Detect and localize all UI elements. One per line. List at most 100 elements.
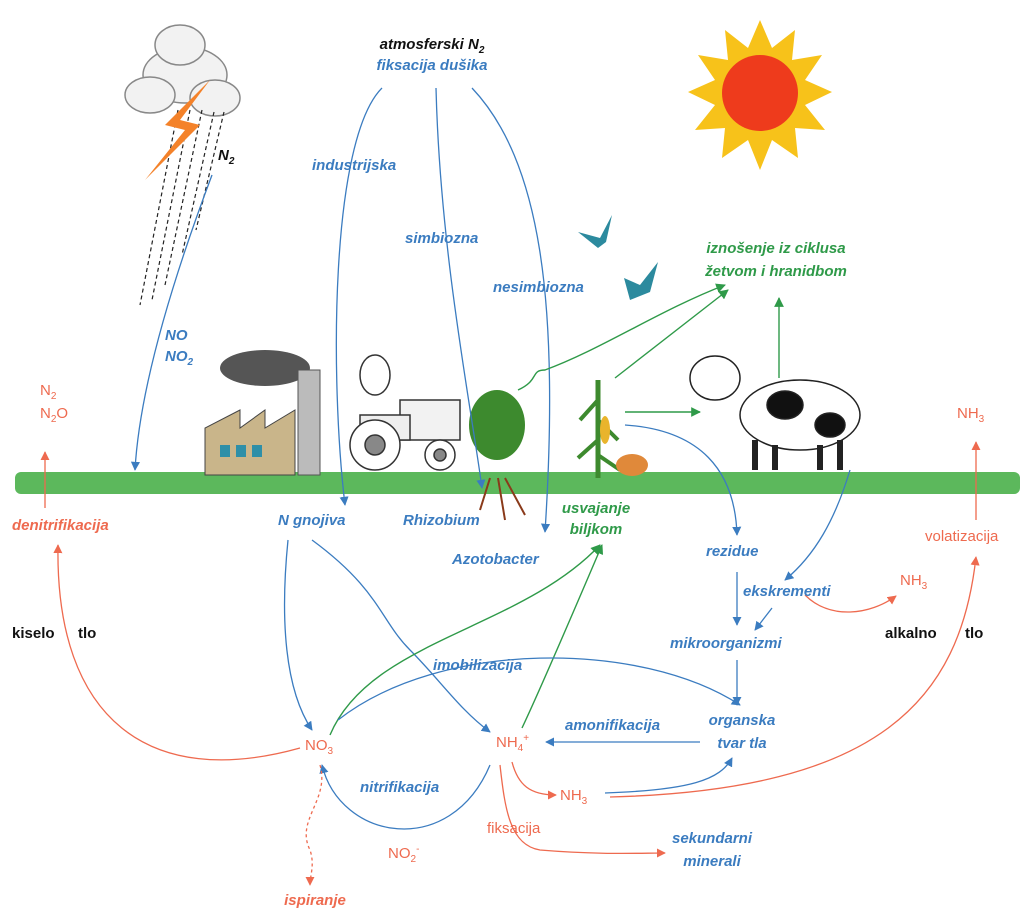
label: iznošenje iz ciklusa xyxy=(706,240,845,257)
label: NH3 xyxy=(560,787,588,807)
label: NO3 xyxy=(305,737,334,757)
arrow xyxy=(311,539,491,733)
label: N gnojiva xyxy=(278,512,346,529)
label: denitrifikacija xyxy=(12,517,109,534)
bush xyxy=(469,390,526,521)
arrow xyxy=(335,87,383,506)
arrow xyxy=(53,544,301,761)
arrow xyxy=(604,757,733,794)
label: tlo xyxy=(78,625,96,642)
label: NO2 xyxy=(165,348,194,368)
label-part: N xyxy=(40,405,51,422)
label: N2 xyxy=(40,382,57,402)
label: sekundarni xyxy=(672,830,753,847)
arrow xyxy=(435,87,486,489)
bird xyxy=(624,262,658,300)
label-part: N xyxy=(218,147,230,164)
label-part: N xyxy=(40,382,51,399)
bird xyxy=(578,215,612,248)
label: minerali xyxy=(683,853,741,870)
rain xyxy=(139,109,225,306)
arrow xyxy=(329,544,601,736)
arrow xyxy=(283,539,313,731)
label-part: NO xyxy=(165,348,188,365)
label: kiselo xyxy=(12,625,55,642)
label-part: 4 xyxy=(518,743,524,754)
label: ekskrementi xyxy=(743,583,831,600)
label-part: 2 xyxy=(228,156,235,167)
label-part: - xyxy=(416,844,419,855)
label: fiksacija xyxy=(487,820,541,837)
label: biljkom xyxy=(570,521,623,538)
label-part: 3 xyxy=(922,581,928,592)
hen xyxy=(616,454,648,476)
label-part: 3 xyxy=(979,414,985,425)
label-part: NH xyxy=(957,405,979,422)
arrows xyxy=(40,87,981,886)
label: NH3 xyxy=(900,572,928,592)
label: rezidue xyxy=(706,543,759,560)
label-part: 2 xyxy=(411,854,417,865)
label: usvajanje xyxy=(562,500,630,517)
label-part: 3 xyxy=(582,796,588,807)
label-part: NO xyxy=(388,845,411,862)
label: NH4+ xyxy=(496,733,529,754)
arrow xyxy=(511,761,557,800)
label: simbiozna xyxy=(405,230,478,247)
cow xyxy=(689,355,861,470)
arrow xyxy=(784,469,851,581)
label: NH3 xyxy=(957,405,985,425)
label: N2O xyxy=(40,405,68,425)
label: mikroorganizmi xyxy=(670,635,783,652)
label-part: 2 xyxy=(478,45,485,56)
arrow xyxy=(499,764,666,858)
label: tlo xyxy=(965,625,983,642)
label-part: NH xyxy=(496,734,518,751)
tractor xyxy=(349,354,461,471)
label: alkalno xyxy=(885,625,937,642)
label: Azotobacter xyxy=(451,551,540,568)
arrow xyxy=(319,764,491,830)
label: N2 xyxy=(218,147,235,167)
illustrations xyxy=(15,20,1020,521)
factory xyxy=(204,350,321,476)
label: Rhizobium xyxy=(403,512,480,529)
label: imobilizacija xyxy=(433,657,522,674)
sun xyxy=(688,20,832,170)
label-part: 2 xyxy=(187,357,194,368)
labels: atmosferski N2 fiksacija dušika industri… xyxy=(12,36,999,909)
label-part: NH xyxy=(560,787,582,804)
label-part: NO xyxy=(305,737,328,754)
arrow xyxy=(609,556,980,798)
label-part: NH xyxy=(900,572,922,589)
label: amonifikacija xyxy=(565,717,660,734)
label-part: O xyxy=(56,405,68,422)
arrow xyxy=(754,607,773,631)
arrow xyxy=(614,289,729,379)
arrow xyxy=(517,283,726,391)
label: tvar tla xyxy=(717,735,766,752)
corn-plant xyxy=(576,380,622,478)
label: atmosferski N2 xyxy=(380,36,485,56)
arrow xyxy=(337,657,741,721)
arrow xyxy=(804,594,897,613)
label-part: + xyxy=(523,733,529,744)
arrow xyxy=(130,174,213,471)
arrow xyxy=(521,544,604,729)
label: NO2- xyxy=(388,844,419,865)
label-part: atmosferski N xyxy=(380,36,480,53)
label-part: 3 xyxy=(328,746,334,757)
label-part: 2 xyxy=(51,414,57,425)
label: NO xyxy=(165,327,188,344)
label: volatizacija xyxy=(925,528,999,545)
arrow xyxy=(305,764,323,886)
label: nitrifikacija xyxy=(360,779,439,796)
label: industrijska xyxy=(312,157,396,174)
arrow xyxy=(471,87,551,533)
ground xyxy=(15,472,1020,494)
label: ispiranje xyxy=(284,892,346,909)
label: žetvom i hranidbom xyxy=(704,263,847,280)
cloud xyxy=(124,24,241,117)
label: organska xyxy=(709,712,776,729)
label: fiksacija dušika xyxy=(377,57,488,74)
